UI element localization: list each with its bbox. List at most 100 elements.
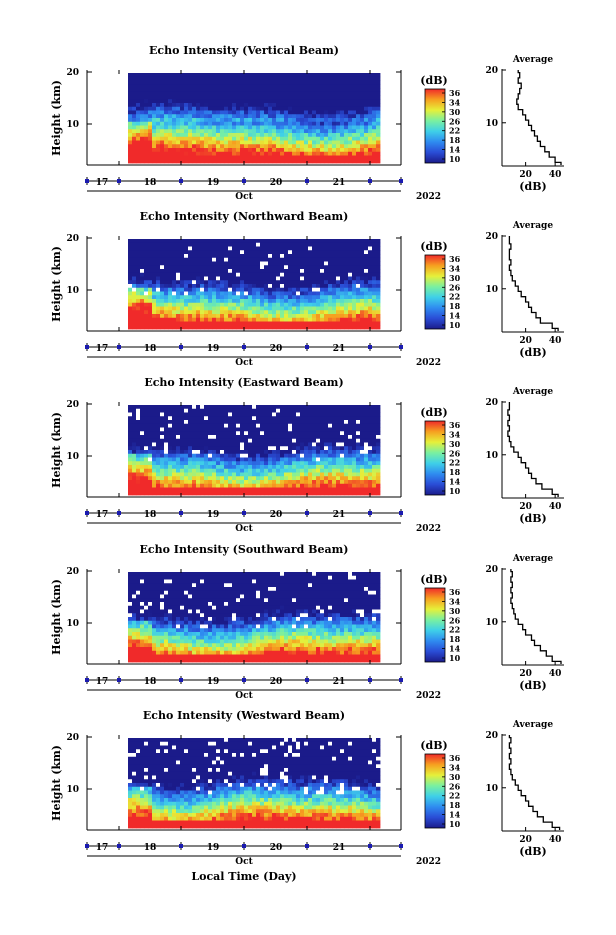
heatmap-cell — [328, 88, 332, 92]
heatmap-cell — [160, 129, 164, 133]
heatmap-cell — [376, 250, 380, 254]
heatmap-cell — [280, 409, 284, 413]
heatmap-cell — [140, 476, 144, 480]
heatmap-cell — [336, 428, 340, 432]
heatmap-cell — [212, 480, 216, 484]
heatmap-cell — [164, 435, 168, 439]
heatmap-cell — [256, 491, 260, 495]
heatmap-cell — [348, 435, 352, 439]
heatmap-cell — [328, 144, 332, 148]
time-marker — [399, 179, 403, 183]
heatmap-cell — [200, 461, 204, 465]
heatmap-cell — [252, 277, 256, 281]
heatmap-cell — [200, 431, 204, 435]
heatmap-cell — [152, 610, 156, 614]
heatmap-cell — [356, 450, 360, 454]
heatmap-cell — [268, 141, 272, 145]
heatmap-cell — [136, 133, 140, 137]
heatmap-cell — [272, 122, 276, 126]
heatmap-cell — [152, 655, 156, 659]
heatmap-cell — [292, 280, 296, 284]
heatmap-cell — [148, 307, 152, 311]
heatmap-cell — [252, 439, 256, 443]
heatmap-cell — [248, 409, 252, 413]
time-marker — [179, 345, 183, 349]
heatmap-cell — [260, 103, 264, 107]
heatmap-cell — [368, 96, 372, 100]
heatmap-cell — [156, 129, 160, 133]
heatmap-cell — [244, 265, 248, 269]
heatmap-cell — [236, 318, 240, 322]
heatmap-cell — [176, 307, 180, 311]
heatmap-cell — [300, 88, 304, 92]
heatmap-cell — [176, 280, 180, 284]
heatmap-cell — [368, 303, 372, 307]
heatmap-cell — [324, 114, 328, 118]
heatmap-cell — [308, 488, 312, 492]
heatmap-cell — [188, 314, 192, 318]
heatmap-cell — [368, 247, 372, 251]
heatmap-cell — [348, 111, 352, 115]
heatmap-cell — [276, 250, 280, 254]
heatmap-cell — [188, 454, 192, 458]
heatmap-cell — [180, 254, 184, 258]
heatmap-cell — [252, 77, 256, 81]
heatmap-cell — [240, 443, 244, 447]
heatmap-cell — [140, 325, 144, 329]
heatmap-cell — [284, 295, 288, 299]
heatmap-cell — [176, 269, 180, 273]
heatmap-cell — [224, 137, 228, 141]
heatmap-cell — [152, 491, 156, 495]
heatmap-cell — [128, 420, 132, 424]
heatmap-cell — [300, 424, 304, 428]
heatmap-cell — [312, 450, 316, 454]
heatmap-cell — [160, 243, 164, 247]
heatmap-cell — [144, 640, 148, 644]
heatmap-cell — [364, 126, 368, 130]
heatmap-cell — [132, 587, 136, 591]
heatmap-cell — [324, 247, 328, 251]
heatmap-cell — [248, 81, 252, 85]
heatmap-cell — [180, 454, 184, 458]
heatmap-cell — [296, 458, 300, 462]
heatmap-cell — [240, 129, 244, 133]
heatmap-cell — [272, 428, 276, 432]
heatmap-cell — [368, 118, 372, 122]
heatmap-cell — [272, 454, 276, 458]
heatmap-cell — [144, 292, 148, 296]
heatmap-cell — [360, 461, 364, 465]
heatmap-cell — [260, 258, 264, 262]
heatmap-cell — [260, 303, 264, 307]
heatmap-cell — [332, 450, 336, 454]
heatmap-cell — [220, 310, 224, 314]
heatmap-cell — [140, 262, 144, 266]
heatmap-cell — [160, 458, 164, 462]
heatmap-cell — [332, 111, 336, 115]
heatmap-cell — [240, 81, 244, 85]
heatmap-cell — [376, 103, 380, 107]
heatmap-cell — [328, 303, 332, 307]
heatmap-cell — [300, 137, 304, 141]
heatmap-cell — [264, 99, 268, 103]
heatmap-cell — [252, 247, 256, 251]
heatmap-cell — [140, 250, 144, 254]
heatmap-cell — [348, 292, 352, 296]
heatmap-cell — [364, 247, 368, 251]
heatmap-cell — [180, 96, 184, 100]
heatmap-cell — [324, 450, 328, 454]
heatmap-cell — [220, 405, 224, 409]
heatmap-cell — [188, 247, 192, 251]
heatmap-cell — [196, 273, 200, 277]
heatmap-cell — [356, 144, 360, 148]
heatmap-cell — [148, 598, 152, 602]
heatmap-cell — [264, 156, 268, 160]
heatmap-cell — [200, 159, 204, 163]
heatmap-cell — [256, 96, 260, 100]
heatmap-cell — [308, 159, 312, 163]
heatmap-cell — [252, 307, 256, 311]
heatmap-cell — [308, 435, 312, 439]
heatmap-cell — [188, 137, 192, 141]
heatmap-cell — [376, 262, 380, 266]
heatmap-cell — [272, 277, 276, 281]
heatmap-cell — [236, 107, 240, 111]
